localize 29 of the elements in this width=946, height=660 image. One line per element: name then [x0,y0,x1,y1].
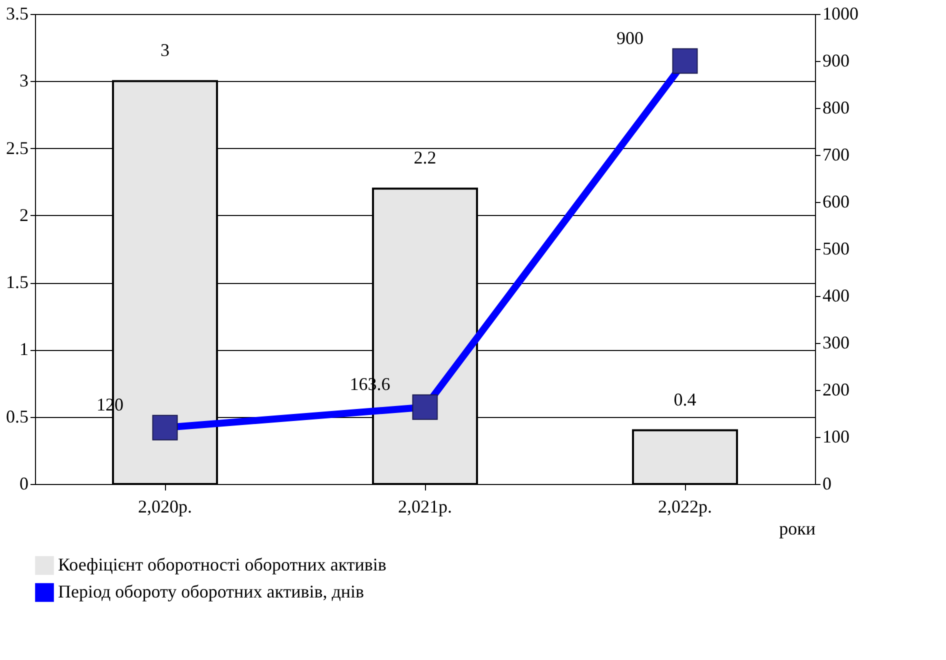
y2-tick-label: 300 [822,332,850,352]
y-tick-label: 3 [20,70,28,91]
y-tick-label: 3.5 [6,4,28,24]
y2-tick-label: 900 [822,50,850,70]
x-tick-label: 2,021р. [398,496,452,516]
x-axis-title: роки [779,518,816,538]
y-tick-label: 0.5 [6,406,28,426]
y-tick-label: 2 [20,204,28,225]
y-tick-label: 1.5 [6,272,28,292]
y2-tick-label: 0 [822,474,832,494]
x-tick-label: 2,022р. [658,496,712,516]
y2-tick-label: 600 [822,192,850,212]
y-tick-label: 0 [20,474,28,494]
y-tick-label: 1 [20,339,28,360]
legend-label: Коефіцієнт оборотності оборотних активів [58,554,386,574]
x-tick-label: 2,020р. [138,496,192,516]
data-label: 2.2 [414,148,436,168]
data-label: 900 [616,28,644,48]
y2-tick-label: 200 [822,380,850,400]
y2-tick-label: 800 [822,98,850,118]
y2-tick-label: 500 [822,238,850,258]
y2-tick-label: 700 [822,144,850,164]
y2-tick-label: 100 [822,426,850,446]
data-label: 0.4 [674,389,696,410]
y-tick-label: 2.5 [6,138,28,158]
y2-tick-label: 400 [822,286,850,306]
y2-tick-label: 1000 [822,4,858,24]
data-label: 3 [160,40,170,60]
legend-label: Період обороту оборотних активів, днів [58,582,364,602]
